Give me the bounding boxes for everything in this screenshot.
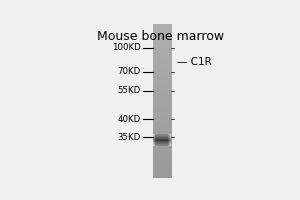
Text: — C1R: — C1R	[177, 57, 212, 67]
Text: 55KD: 55KD	[118, 86, 141, 95]
Text: 70KD: 70KD	[118, 67, 141, 76]
Text: 35KD: 35KD	[118, 133, 141, 142]
Text: 40KD: 40KD	[118, 115, 141, 124]
Text: Mouse bone marrow: Mouse bone marrow	[97, 30, 224, 43]
Text: 100KD: 100KD	[112, 43, 141, 52]
